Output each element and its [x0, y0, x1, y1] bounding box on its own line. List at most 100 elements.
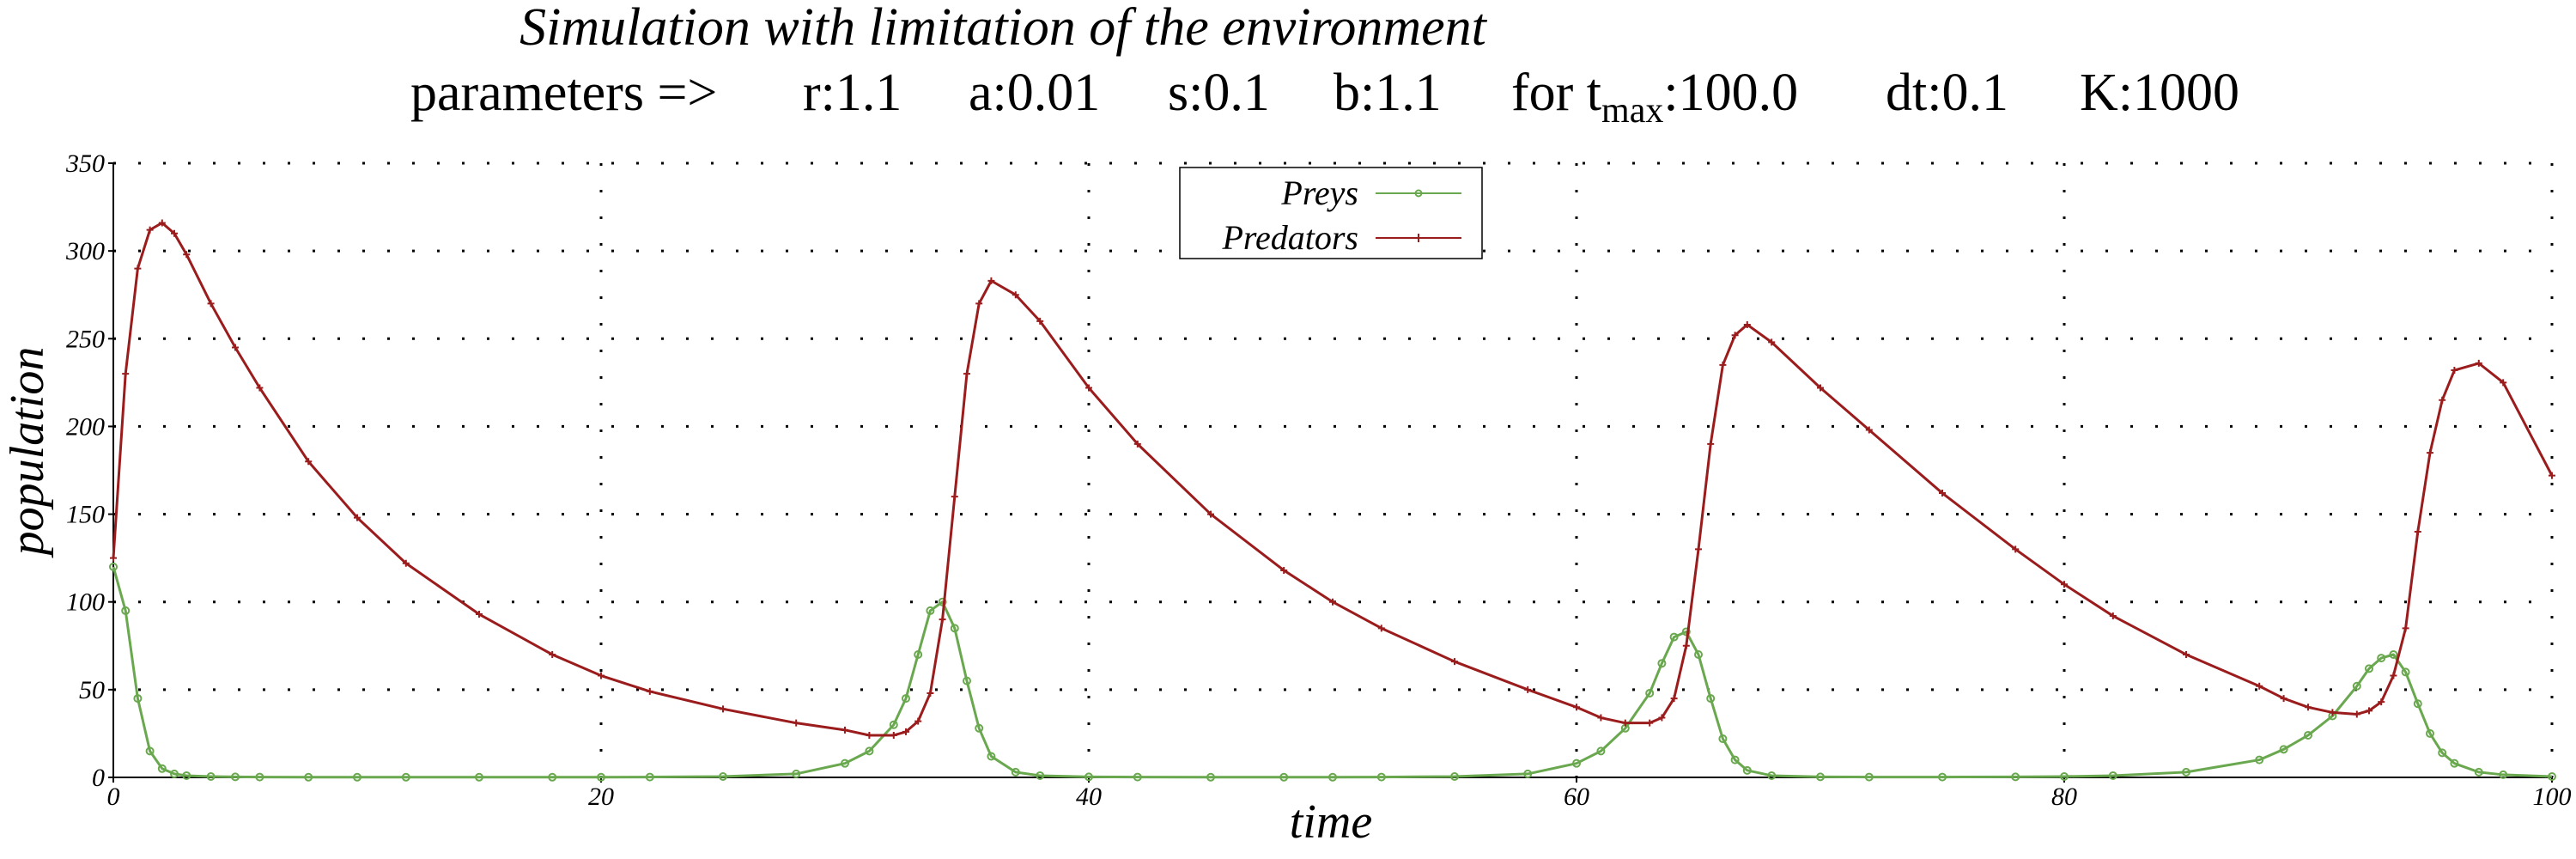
data-point-predators	[1573, 704, 1580, 711]
data-point-predators	[2451, 367, 2458, 375]
data-point-predators	[987, 277, 995, 284]
data-point-preys	[841, 758, 849, 768]
data-point-predators	[2366, 707, 2372, 715]
legend-entry-preys: Preys	[1280, 174, 1358, 212]
data-point-predators	[134, 265, 142, 272]
data-point-predators	[476, 611, 483, 618]
data-point-predators	[146, 226, 154, 234]
data-point-predators	[1731, 332, 1739, 339]
data-point-preys	[1816, 772, 1825, 782]
y-tick-label: 0	[92, 764, 105, 792]
data-point-preys	[963, 676, 971, 685]
data-point-preys	[597, 772, 605, 782]
data-point-preys	[1133, 772, 1142, 782]
data-point-predators	[1036, 317, 1044, 325]
series-markers-preys	[109, 562, 2556, 782]
data-point-preys	[1938, 772, 1947, 782]
data-point-preys	[401, 772, 410, 782]
data-point-predators	[2183, 651, 2190, 658]
series-line-preys	[112, 566, 2553, 779]
data-point-predators	[2475, 359, 2482, 367]
data-point-preys	[170, 769, 179, 778]
data-point-predators	[720, 705, 726, 713]
data-point-preys	[719, 771, 727, 781]
data-point-predators	[2439, 396, 2446, 404]
data-point-preys	[1572, 758, 1581, 768]
data-point-preys	[231, 772, 240, 782]
y-tick-label: 150	[66, 501, 105, 529]
legend-box	[1179, 167, 1483, 259]
data-point-preys	[548, 772, 557, 782]
data-point-preys	[1645, 688, 1655, 698]
data-point-preys	[1730, 755, 1740, 765]
data-point-predators	[1377, 624, 1385, 632]
data-point-preys	[902, 694, 910, 704]
data-point-preys	[2426, 728, 2434, 738]
chart-subtitle: parameters => r:1.1 a:0.01 s:0.1 b:1.1 f…	[410, 64, 2239, 131]
x-tick-label: 60	[1564, 783, 1589, 811]
y-tick-label: 100	[66, 588, 105, 617]
data-point-predators	[2402, 624, 2409, 632]
subtitle-tmax-pre: for t	[1511, 64, 1601, 122]
data-point-preys	[926, 606, 935, 615]
data-point-preys	[2450, 758, 2459, 768]
data-point-preys	[206, 771, 216, 781]
data-point-predators	[122, 370, 130, 378]
data-point-preys	[353, 772, 361, 782]
data-point-predators	[1280, 566, 1288, 574]
data-point-preys	[2377, 654, 2386, 663]
data-point-preys	[1864, 772, 1874, 782]
data-point-preys	[475, 772, 483, 782]
data-point-preys	[1742, 765, 1752, 775]
data-point-predators	[2329, 709, 2336, 716]
data-point-predators	[1743, 320, 1751, 328]
data-point-preys	[1011, 767, 1020, 777]
data-point-preys	[2108, 771, 2117, 780]
data-point-predators	[1012, 291, 1019, 299]
data-point-preys	[938, 597, 947, 606]
y-tick-label: 50	[79, 676, 105, 704]
data-point-preys	[1718, 734, 1728, 744]
subtitle-r: r:1.1	[803, 64, 902, 122]
data-point-predators	[2109, 612, 2117, 620]
data-point-preys	[2352, 681, 2361, 691]
data-point-preys	[2401, 667, 2410, 677]
y-tick-label: 350	[65, 149, 105, 178]
x-tick-label: 20	[588, 783, 614, 811]
data-point-predators	[1865, 426, 1873, 434]
chart-title: Simulation with limitation of the enviro…	[519, 0, 1487, 57]
data-point-preys	[987, 752, 996, 761]
subtitle-k: K:1000	[2080, 64, 2239, 122]
data-point-preys	[109, 562, 118, 571]
data-point-predators	[2378, 698, 2385, 706]
data-point-preys	[2011, 772, 2020, 782]
data-point-predators	[1719, 361, 1727, 369]
x-tick-label: 80	[2051, 783, 2077, 811]
subtitle-prefix: parameters =>	[410, 64, 717, 122]
data-point-preys	[1279, 772, 1289, 782]
subtitle-b: b:1.1	[1334, 64, 1442, 122]
data-point-predators	[939, 616, 946, 624]
data-point-predators	[1670, 695, 1678, 703]
data-point-predators	[1695, 545, 1702, 553]
subtitle-dt: dt:0.1	[1886, 64, 2008, 122]
data-point-preys	[1523, 769, 1533, 778]
data-point-preys	[1767, 771, 1777, 780]
data-point-predators	[256, 384, 264, 392]
data-point-predators	[914, 717, 922, 725]
data-point-preys	[2304, 730, 2312, 740]
data-point-predators	[171, 229, 178, 237]
data-point-predators	[2256, 682, 2263, 690]
data-point-predators	[890, 731, 897, 739]
data-point-predators	[2280, 695, 2287, 703]
data-point-preys	[133, 694, 143, 704]
data-point-preys	[2413, 699, 2422, 709]
data-point-predators	[963, 370, 970, 378]
data-point-preys	[2279, 745, 2288, 754]
data-point-preys	[1694, 650, 1703, 659]
data-point-predators	[1646, 719, 1654, 727]
data-point-predators	[927, 689, 934, 697]
data-point-predators	[841, 726, 848, 734]
tick-labels: 0 20 40 60 80 100 0 50 100 150 200 250 300 350	[65, 149, 2572, 811]
